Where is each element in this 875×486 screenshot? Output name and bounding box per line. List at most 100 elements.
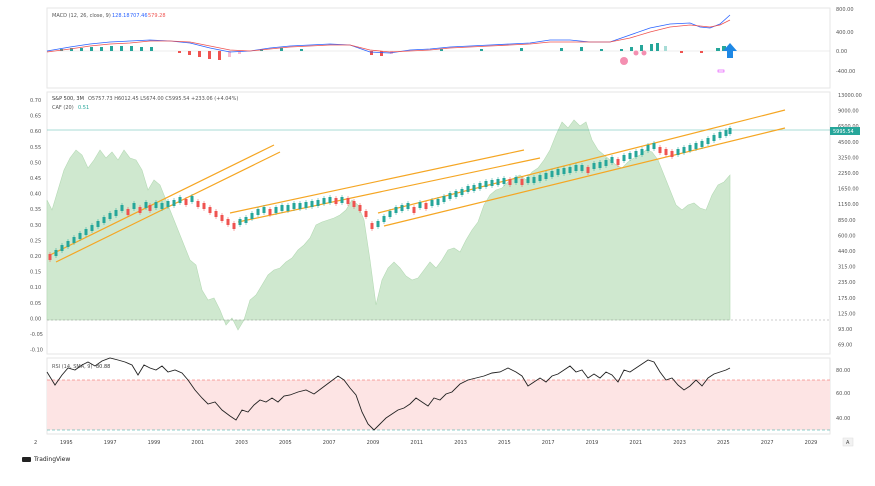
candle-body: [502, 178, 506, 184]
macd-value-2: 707.46: [130, 13, 148, 19]
candle-body: [114, 210, 118, 216]
candle-body: [400, 205, 404, 211]
x-axis-tick: 2011: [410, 440, 423, 446]
price-axis-tick: 175.00: [838, 296, 856, 302]
candle-body: [526, 177, 530, 183]
x-axis-tick: 2001: [191, 440, 204, 446]
macd-bar: [700, 51, 703, 53]
x-axis-left-label: 2: [34, 440, 37, 446]
auto-scale-button[interactable]: [842, 437, 854, 447]
candle-body: [72, 237, 76, 243]
macd-value-3: 579.28: [148, 13, 166, 19]
candle-body: [226, 219, 230, 225]
x-axis-tick: 1997: [104, 440, 117, 446]
x-axis-tick: 1995: [60, 440, 73, 446]
candle-body: [250, 213, 254, 219]
price-axis-tick: 850.00: [838, 218, 856, 224]
macd-axis-1: 400.00: [836, 30, 854, 36]
candle-body: [148, 205, 152, 211]
trend-channels[interactable]: [49, 109, 786, 263]
candle-body: [628, 153, 632, 159]
channel-line[interactable]: [383, 127, 786, 227]
channel-line[interactable]: [229, 149, 525, 214]
candle-body: [544, 173, 548, 179]
rsi-axis-1: 60.00: [836, 391, 850, 397]
candle-body: [688, 145, 692, 151]
macd-bar: [620, 49, 623, 51]
tradingview-logo[interactable]: TradingView: [22, 456, 70, 463]
candle-body: [574, 165, 578, 171]
channel-line[interactable]: [237, 157, 541, 223]
price-axis-tick: 2250.00: [838, 171, 859, 177]
candle-body: [478, 183, 482, 189]
x-axis[interactable]: 1995 1997 1999 2001 2003 2005 2007 2009 2011 2013…: [60, 440, 817, 446]
macd-bar: [238, 51, 241, 54]
macd-bar: [100, 47, 103, 51]
candle-body: [472, 185, 476, 191]
macd-cross-marker: [633, 50, 639, 56]
candle-body: [90, 225, 94, 231]
caf-axis-tick: 0.20: [30, 254, 41, 260]
price-axis-tick: 3250.00: [838, 155, 859, 161]
macd-bar: [218, 51, 221, 60]
macd-axis-0: 800.00: [836, 7, 854, 13]
candle-body: [316, 200, 320, 206]
macd-bar: [178, 51, 181, 53]
macd-histogram: [60, 43, 726, 60]
candle-body: [634, 151, 638, 157]
caf-axis-tick: 0.65: [30, 114, 41, 120]
candle-body: [568, 167, 572, 173]
macd-bar: [140, 47, 143, 51]
price-axis-tick: 1650.00: [838, 187, 859, 193]
caf-axis-tick: 0.55: [30, 145, 41, 151]
macd-bar: [300, 49, 303, 51]
macd-bar: [722, 46, 726, 51]
macd-bar: [520, 48, 523, 51]
channel-line[interactable]: [49, 144, 275, 256]
candle-body: [144, 202, 148, 208]
x-axis-tick: 2025: [717, 440, 730, 446]
macd-bar: [198, 51, 201, 57]
price-tag: [830, 127, 860, 135]
candle-body: [610, 157, 614, 163]
candle-body: [172, 200, 176, 206]
candle-body: [580, 165, 584, 171]
candle-body: [682, 147, 686, 153]
price-axis-tick: 1150.00: [838, 202, 859, 208]
candle-body: [244, 217, 248, 223]
candle-body: [700, 141, 704, 147]
price-axis-tick: 235.00: [838, 280, 856, 286]
macd-bar: [560, 48, 563, 51]
candle-body: [178, 197, 182, 203]
candle-body: [550, 171, 554, 177]
candle-body: [382, 216, 386, 222]
price-axis: 13000.009000.006500.004500.003250.002250…: [838, 93, 862, 349]
caf-axis-tick: -0.10: [30, 348, 43, 354]
candle-body: [78, 233, 82, 239]
candle-body: [646, 145, 650, 151]
caf-axis-tick: 0.00: [30, 316, 41, 322]
macd-signal-line: [46, 19, 731, 53]
candle-body: [108, 213, 112, 219]
candle-body: [66, 241, 70, 247]
candle-body: [424, 203, 428, 209]
candle-body: [706, 138, 710, 144]
candle-body: [292, 203, 296, 209]
macd-small-marker: [717, 69, 725, 73]
candle-body: [268, 209, 272, 215]
price-axis-tick: 93.00: [838, 327, 852, 333]
candle-body: [376, 221, 380, 227]
candle-body: [520, 179, 524, 185]
caf-axis-tick: 0.35: [30, 207, 41, 213]
caf-axis-tick: 0.45: [30, 176, 41, 182]
macd-cross-marker: [620, 57, 628, 65]
channel-line[interactable]: [377, 109, 786, 214]
macd-bar: [650, 44, 653, 51]
macd-bar: [150, 47, 153, 51]
candle-body: [442, 196, 446, 202]
candle-body: [454, 191, 458, 197]
x-axis-tick: 1999: [148, 440, 161, 446]
candle-body: [60, 245, 64, 251]
